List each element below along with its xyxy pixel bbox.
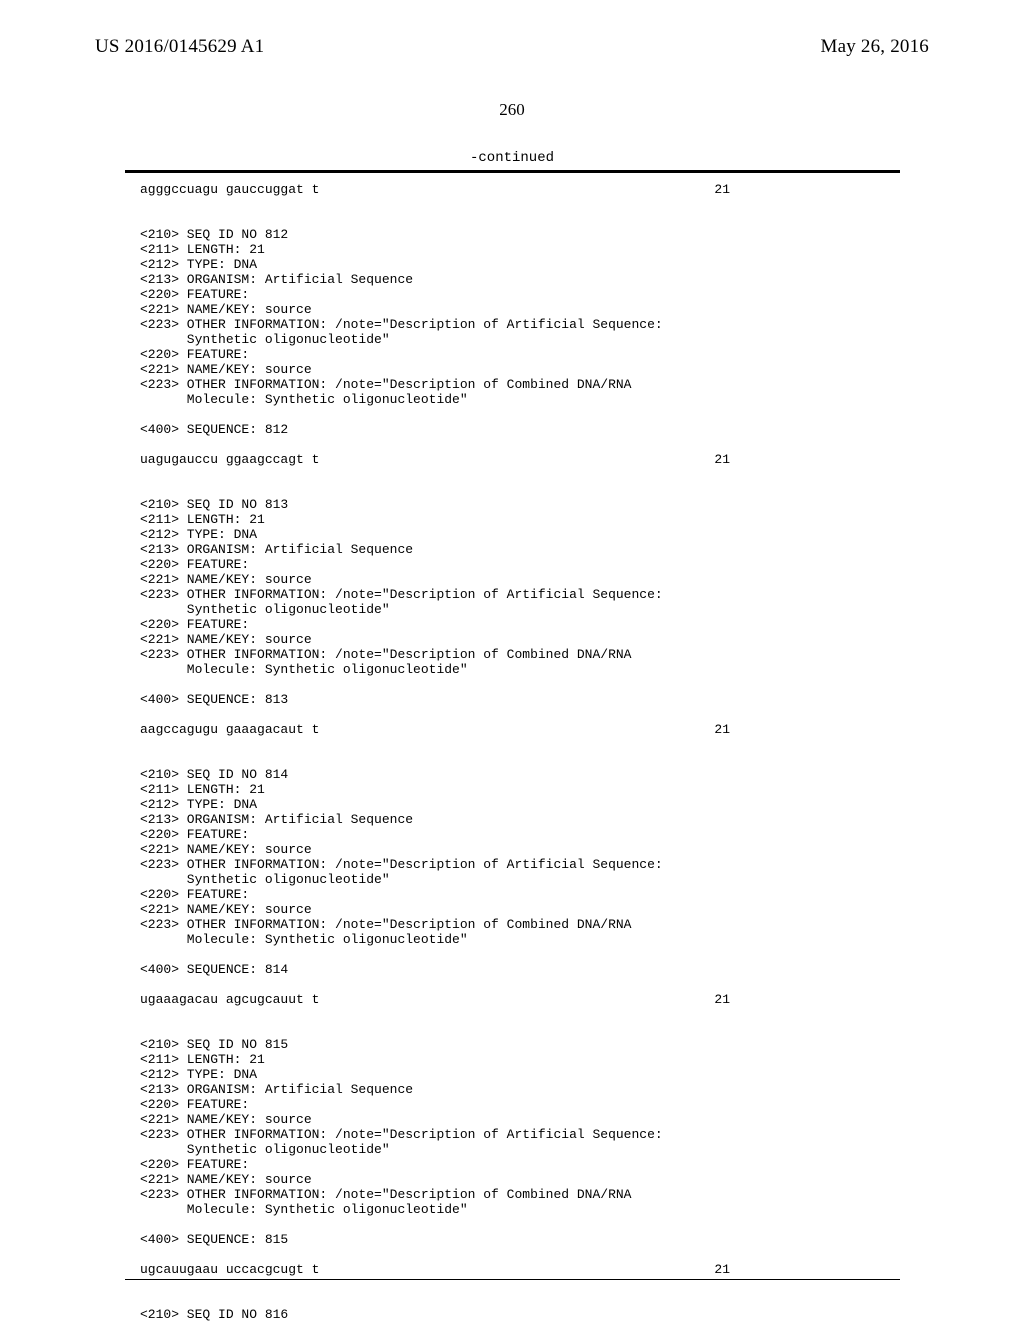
continued-label: -continued (0, 150, 1024, 166)
seq-text-line: Synthetic oligonucleotide" (140, 332, 885, 347)
publication-number: US 2016/0145629 A1 (95, 36, 264, 58)
seq-text-line: <220> FEATURE: (140, 557, 885, 572)
blank-line (140, 947, 885, 962)
bottom-rule (125, 1279, 900, 1280)
seq-text-line: Synthetic oligonucleotide" (140, 602, 885, 617)
seq-text-line: <220> FEATURE: (140, 617, 885, 632)
seq-text-line: <221> NAME/KEY: source (140, 362, 885, 377)
seq-text-line: Molecule: Synthetic oligonucleotide" (140, 392, 885, 407)
seq-text-line: <220> FEATURE: (140, 287, 885, 302)
blank-line (140, 677, 885, 692)
seq-text-line: <223> OTHER INFORMATION: /note="Descript… (140, 1127, 885, 1142)
seq-text-line: <220> FEATURE: (140, 1097, 885, 1112)
seq-text-line: Molecule: Synthetic oligonucleotide" (140, 932, 885, 947)
seq-text-line: <211> LENGTH: 21 (140, 1052, 885, 1067)
seq-text-line: <211> LENGTH: 21 (140, 512, 885, 527)
blank-line (140, 1247, 885, 1262)
seq-text-line: <210> SEQ ID NO 814 (140, 767, 885, 782)
blank-line (140, 737, 885, 767)
sequence-length: 21 (714, 992, 885, 1007)
seq-text-line: <220> FEATURE: (140, 1157, 885, 1172)
sequence-text: ugcauugaau uccacgcugt t (140, 1262, 319, 1277)
sequence-row: uagugauccu ggaagccagt t 21 (140, 452, 885, 467)
sequence-length: 21 (714, 182, 885, 197)
seq-text-line: <210> SEQ ID NO 813 (140, 497, 885, 512)
blank-line (140, 707, 885, 722)
page-number: 260 (0, 100, 1024, 120)
page: US 2016/0145629 A1 May 26, 2016 260 -con… (0, 0, 1024, 1320)
seq-text-line: <223> OTHER INFORMATION: /note="Descript… (140, 377, 885, 392)
blank-line (140, 977, 885, 992)
sequence-row: ugcauugaau uccacgcugt t 21 (140, 1262, 885, 1277)
sequence-text: aagccagugu gaaagacaut t (140, 722, 319, 737)
seq-text-line: <221> NAME/KEY: source (140, 572, 885, 587)
seq-text-line: Molecule: Synthetic oligonucleotide" (140, 1202, 885, 1217)
seq-text-line: <213> ORGANISM: Artificial Sequence (140, 1082, 885, 1097)
sequence-text: agggccuagu gauccuggat t (140, 182, 319, 197)
seq-text-line: <212> TYPE: DNA (140, 257, 885, 272)
seq-text-line: <213> ORGANISM: Artificial Sequence (140, 542, 885, 557)
publication-date: May 26, 2016 (821, 36, 929, 58)
seq-text-line: <223> OTHER INFORMATION: /note="Descript… (140, 917, 885, 932)
seq-text-line: <223> OTHER INFORMATION: /note="Descript… (140, 317, 885, 332)
seq-text-line: <223> OTHER INFORMATION: /note="Descript… (140, 857, 885, 872)
blank-line (140, 1277, 885, 1307)
seq-text-line: <221> NAME/KEY: source (140, 902, 885, 917)
seq-text-line: <212> TYPE: DNA (140, 527, 885, 542)
sequence-text: uagugauccu ggaagccagt t (140, 452, 319, 467)
seq-text-line: <221> NAME/KEY: source (140, 1172, 885, 1187)
seq-text-line: Synthetic oligonucleotide" (140, 1142, 885, 1157)
blank-line (140, 1217, 885, 1232)
seq-text-line: <221> NAME/KEY: source (140, 1112, 885, 1127)
seq-text-line: <220> FEATURE: (140, 347, 885, 362)
blank-line (140, 437, 885, 452)
sequence-row: aagccagugu gaaagacaut t 21 (140, 722, 885, 737)
seq-text-line: <400> SEQUENCE: 812 (140, 422, 885, 437)
sequence-text: ugaaagacau agcugcauut t (140, 992, 319, 1007)
blank-line (140, 467, 885, 497)
seq-text-line: <213> ORGANISM: Artificial Sequence (140, 812, 885, 827)
seq-text-line: <210> SEQ ID NO 815 (140, 1037, 885, 1052)
seq-text-line: <220> FEATURE: (140, 827, 885, 842)
blank-line (140, 407, 885, 422)
top-rule (125, 170, 900, 173)
sequence-row: agggccuagu gauccuggat t 21 (140, 182, 885, 197)
seq-text-line: Synthetic oligonucleotide" (140, 872, 885, 887)
seq-text-line: <223> OTHER INFORMATION: /note="Descript… (140, 647, 885, 662)
seq-text-line: <212> TYPE: DNA (140, 1067, 885, 1082)
seq-text-line: <223> OTHER INFORMATION: /note="Descript… (140, 587, 885, 602)
sequence-length: 21 (714, 1262, 885, 1277)
blank-line (140, 197, 885, 227)
sequence-length: 21 (714, 722, 885, 737)
sequence-listing: agggccuagu gauccuggat t 21 <210> SEQ ID NO… (140, 182, 885, 1322)
seq-text-line: <223> OTHER INFORMATION: /note="Descript… (140, 1187, 885, 1202)
seq-text-line: <212> TYPE: DNA (140, 797, 885, 812)
seq-text-line: <210> SEQ ID NO 812 (140, 227, 885, 242)
seq-text-line: <400> SEQUENCE: 815 (140, 1232, 885, 1247)
seq-text-line: Molecule: Synthetic oligonucleotide" (140, 662, 885, 677)
blank-line (140, 1007, 885, 1037)
seq-text-line: <211> LENGTH: 21 (140, 242, 885, 257)
seq-text-line: <400> SEQUENCE: 814 (140, 962, 885, 977)
seq-text-line: <211> LENGTH: 21 (140, 782, 885, 797)
seq-text-line: <221> NAME/KEY: source (140, 842, 885, 857)
seq-text-line: <221> NAME/KEY: source (140, 302, 885, 317)
seq-text-line: <400> SEQUENCE: 813 (140, 692, 885, 707)
sequence-row: ugaaagacau agcugcauut t 21 (140, 992, 885, 1007)
seq-text-line: <221> NAME/KEY: source (140, 632, 885, 647)
seq-text-line: <213> ORGANISM: Artificial Sequence (140, 272, 885, 287)
sequence-length: 21 (714, 452, 885, 467)
seq-text-line: <220> FEATURE: (140, 887, 885, 902)
